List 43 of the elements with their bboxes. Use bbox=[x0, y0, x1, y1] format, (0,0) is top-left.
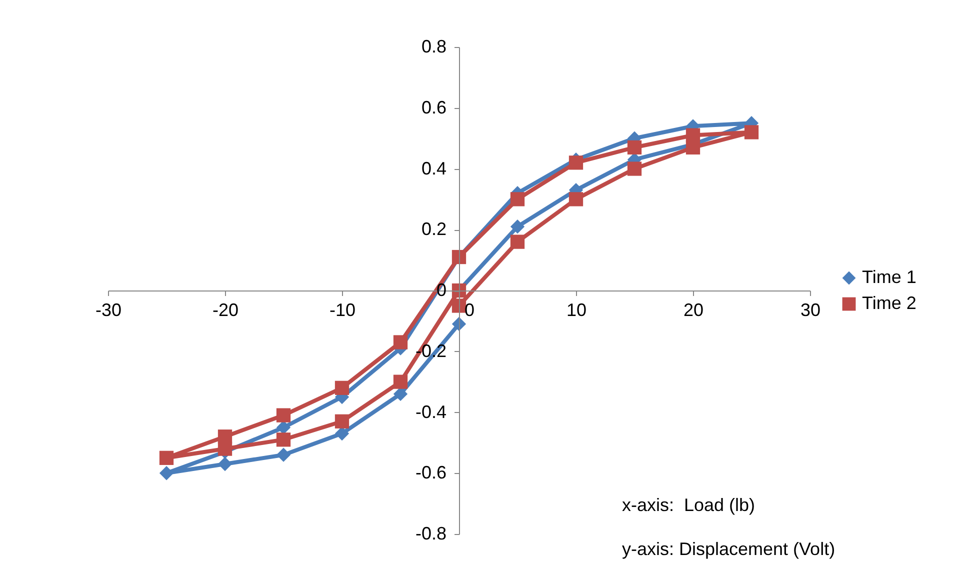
point bbox=[510, 220, 525, 234]
y-tick-label: -0.4 bbox=[415, 402, 446, 422]
legend-label: Time 2 bbox=[862, 293, 916, 313]
x-tick-label: 10 bbox=[566, 300, 587, 320]
y-tick-label: 0.8 bbox=[421, 36, 446, 56]
point bbox=[393, 386, 408, 402]
point bbox=[276, 448, 291, 462]
x-tick-label: -30 bbox=[95, 300, 122, 320]
point bbox=[334, 426, 350, 441]
x-tick-label: 0 bbox=[464, 300, 475, 320]
point bbox=[334, 380, 350, 395]
point bbox=[627, 162, 642, 176]
point bbox=[568, 192, 584, 206]
y-tick-label: 0.6 bbox=[421, 97, 446, 118]
point bbox=[159, 466, 174, 480]
x-tick-label: -20 bbox=[212, 300, 239, 320]
point bbox=[744, 125, 759, 140]
y-tick-label: -0.8 bbox=[415, 524, 446, 544]
point bbox=[334, 414, 350, 428]
x-tick-label: 20 bbox=[683, 300, 704, 320]
point bbox=[276, 408, 291, 422]
point bbox=[510, 192, 525, 206]
point bbox=[276, 420, 291, 435]
point bbox=[686, 128, 700, 142]
point bbox=[568, 156, 584, 170]
point bbox=[393, 374, 408, 389]
y-tick-label: 0.2 bbox=[421, 219, 446, 240]
legend-label: Time 1 bbox=[862, 267, 916, 287]
y-tick-label: -0.6 bbox=[415, 462, 446, 483]
x-tick-label: -10 bbox=[329, 300, 356, 320]
point bbox=[627, 140, 642, 155]
point bbox=[452, 298, 466, 313]
point bbox=[159, 450, 174, 465]
y-tick-label: 0.4 bbox=[421, 158, 446, 178]
point bbox=[276, 432, 291, 447]
point bbox=[218, 456, 232, 472]
x-tick-label: 30 bbox=[800, 300, 821, 320]
point bbox=[393, 335, 408, 350]
annotation: x-axis: Load (lb) bbox=[622, 495, 756, 515]
text: y-axis: Displacement (Volt) bbox=[622, 539, 836, 559]
point bbox=[452, 316, 466, 332]
point bbox=[218, 442, 232, 456]
point bbox=[510, 234, 525, 249]
